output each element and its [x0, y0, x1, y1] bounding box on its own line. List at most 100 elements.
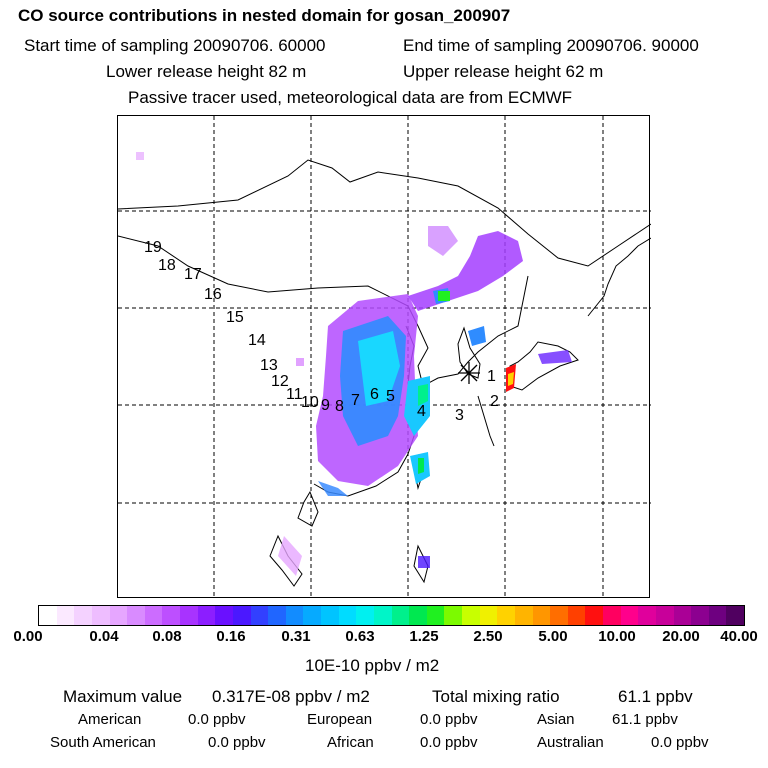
upper-release-label: Upper release height 62 m	[403, 62, 604, 81]
colorbar-swatch	[620, 606, 639, 625]
colorbar-swatch	[232, 606, 251, 625]
colorbar-swatch	[550, 606, 568, 625]
colorbar-swatch	[91, 606, 110, 625]
colorbar-swatch	[462, 606, 480, 625]
trajectory-label: 4	[417, 403, 426, 420]
colorbar-swatch	[356, 606, 374, 625]
colorbar-swatch	[321, 606, 339, 625]
colorbar-tick: 40.00	[720, 628, 758, 645]
colorbar-swatch	[409, 606, 427, 625]
trajectory-label: 13	[260, 357, 278, 374]
colorbar-swatch	[479, 606, 498, 625]
trajectory-label: 5	[386, 388, 395, 405]
colorbar-swatch	[673, 606, 692, 625]
colorbar-swatch	[726, 606, 744, 625]
colorbar-tick: 0.63	[345, 628, 375, 645]
colorbar-tick: 1.25	[409, 628, 439, 645]
colorbar-swatch	[444, 606, 462, 625]
map-panel: 1 2 3 4 5 6 7 8 9 10 11 12 13 14 15 16 1…	[117, 115, 651, 599]
tracer-note: Passive tracer used, meteorological data…	[128, 88, 573, 107]
trajectory-label: 12	[271, 373, 289, 390]
colorbar-swatch	[708, 606, 727, 625]
colorbar-swatch	[303, 606, 321, 625]
region-name: American	[78, 711, 142, 728]
colorbar-swatch	[285, 606, 304, 625]
colorbar-swatch	[655, 606, 674, 625]
start-time-label: Start time of sampling 20090706. 60000	[24, 36, 326, 55]
map-title: CO source contributions in nested domain…	[18, 6, 511, 25]
trajectory-label: 1	[487, 368, 496, 385]
asterisk-icon	[458, 362, 480, 384]
colorbar-tick: 0.16	[216, 628, 246, 645]
colorbar-tick: 20.00	[662, 628, 700, 645]
colorbar-swatch	[39, 606, 57, 625]
colorbar-swatch	[691, 606, 709, 625]
colorbar-tick: 0.04	[89, 628, 119, 645]
colorbar-tick: 2.50	[473, 628, 503, 645]
lower-release-label: Lower release height 82 m	[106, 62, 307, 81]
end-time-label: End time of sampling 20090706. 90000	[403, 36, 699, 55]
trajectory-label: 7	[351, 392, 360, 409]
region-name: African	[327, 734, 374, 751]
colorbar-swatch	[426, 606, 445, 625]
colorbar-swatch	[391, 606, 410, 625]
map-canvas	[118, 116, 651, 599]
lat-lon-grid	[118, 116, 651, 599]
colorbar-swatch	[373, 606, 392, 625]
trajectory-label: 11	[286, 386, 303, 403]
region-value: 0.0 ppbv	[420, 711, 478, 728]
colorbar-tick: 0.31	[281, 628, 311, 645]
trajectory-label: 17	[184, 266, 202, 283]
trajectory-label: 3	[455, 407, 464, 424]
trajectory-label: 6	[370, 386, 379, 403]
total-mixing-value: 61.1 ppbv	[618, 687, 693, 706]
colorbar-swatch	[338, 606, 357, 625]
colorbar-tick: 0.00	[13, 628, 43, 645]
colorbar-swatch	[144, 606, 163, 625]
colorbar-swatch	[74, 606, 92, 625]
region-value: 61.1 ppbv	[612, 711, 678, 728]
colorbar-swatch	[56, 606, 75, 625]
colorbar-swatch	[638, 606, 656, 625]
trajectory-label: 9	[321, 397, 330, 414]
trajectory-label: 10	[301, 394, 319, 411]
colorbar-swatch	[514, 606, 533, 625]
colorbar	[38, 605, 745, 626]
region-name: Australian	[537, 734, 604, 751]
trajectory-label: 8	[335, 398, 344, 415]
region-value: 0.0 ppbv	[188, 711, 246, 728]
region-value: 0.0 ppbv	[651, 734, 709, 751]
colorbar-swatch	[127, 606, 145, 625]
region-name: European	[307, 711, 373, 728]
trajectory-label: 19	[144, 239, 162, 256]
region-name: Asian	[537, 711, 575, 728]
colorbar-swatch	[250, 606, 269, 625]
total-mixing-label: Total mixing ratio	[432, 687, 560, 706]
region-name: South American	[50, 734, 156, 751]
colorbar-swatch	[532, 606, 551, 625]
colorbar-swatch	[197, 606, 216, 625]
max-value: 0.317E-08 ppbv / m2	[212, 687, 370, 706]
colorbar-swatch	[162, 606, 180, 625]
source-contribution-plume	[136, 152, 572, 576]
trajectory-label: 14	[248, 332, 266, 349]
colorbar-swatch	[180, 606, 198, 625]
colorbar-tick: 10.00	[598, 628, 636, 645]
colorbar-swatch	[109, 606, 128, 625]
colorbar-tick: 0.08	[152, 628, 182, 645]
colorbar-tick: 5.00	[538, 628, 568, 645]
colorbar-unit: 10E-10 ppbv / m2	[305, 656, 440, 675]
trajectory-label: 18	[158, 257, 176, 274]
region-value: 0.0 ppbv	[208, 734, 266, 751]
region-value: 0.0 ppbv	[420, 734, 478, 751]
trajectory-label: 15	[226, 309, 244, 326]
colorbar-swatch	[215, 606, 233, 625]
colorbar-swatch	[585, 606, 603, 625]
max-value-label: Maximum value	[63, 687, 183, 706]
colorbar-swatch	[497, 606, 515, 625]
trajectory-label: 2	[490, 393, 499, 410]
trajectory-label: 16	[204, 286, 222, 303]
colorbar-swatch	[603, 606, 621, 625]
colorbar-swatch	[567, 606, 586, 625]
colorbar-swatch	[268, 606, 286, 625]
